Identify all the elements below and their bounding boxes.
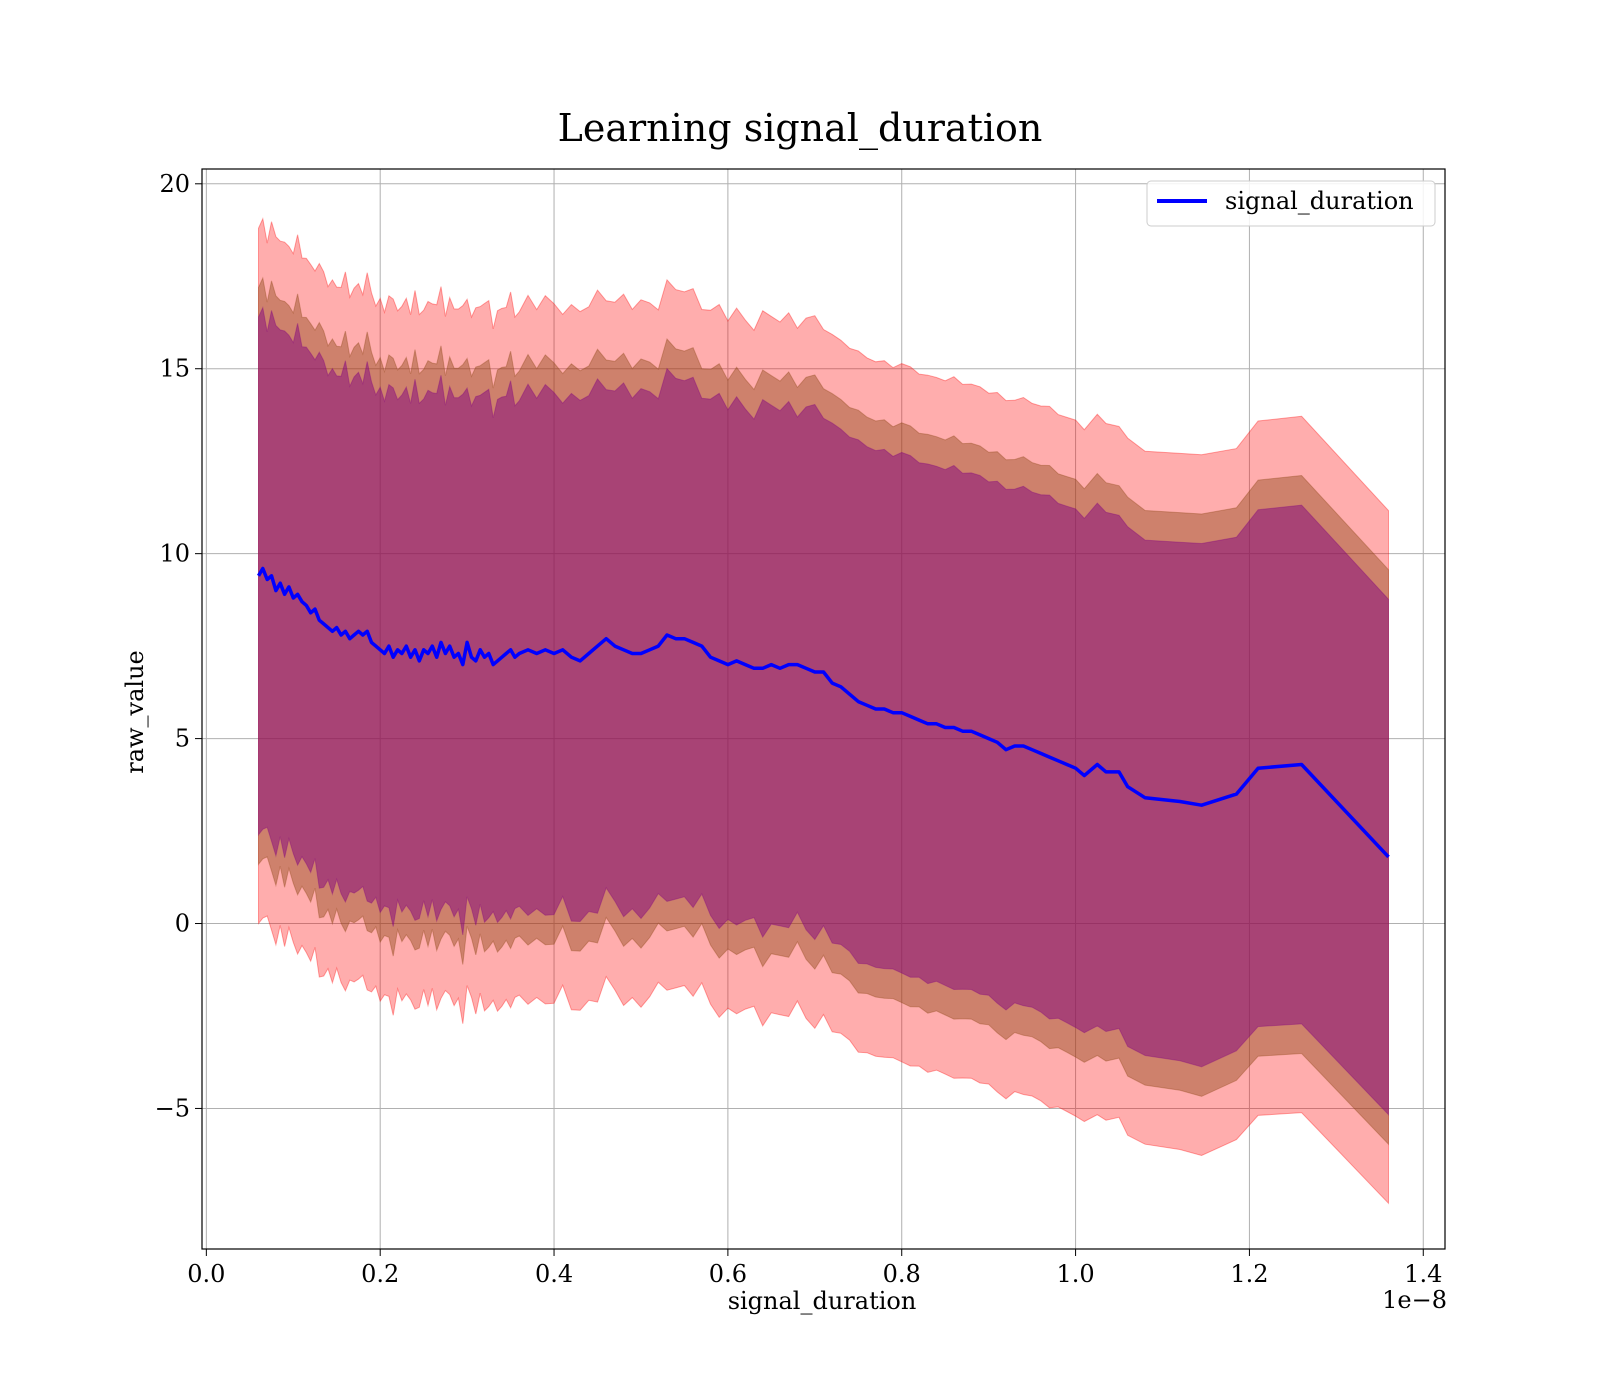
- grid: [202, 169, 1445, 1249]
- x-axis-offset-label: 1e−8: [1382, 1286, 1447, 1314]
- x-tick-label: 0.4: [535, 1260, 573, 1288]
- plot-frame: [201, 168, 1446, 1250]
- y-tick-label: 20: [159, 170, 190, 198]
- band-outer: [258, 217, 1389, 1205]
- legend-entry: signal_duration: [1225, 187, 1414, 215]
- band-inner: [258, 305, 1389, 1116]
- y-tick-label: 0: [175, 910, 190, 938]
- x-axis-label: signal_duration: [728, 1287, 917, 1315]
- band-middle: [258, 276, 1389, 1146]
- bands: [258, 217, 1389, 1205]
- series-line-signal-duration: [256, 566, 1390, 859]
- series: [256, 566, 1390, 859]
- legend: signal_duration: [1146, 180, 1436, 227]
- x-tick-label: 0.2: [361, 1260, 399, 1288]
- x-axis: 0.0 0.2 0.4 0.6 0.8 1.0 1.2 1.4: [187, 1249, 1442, 1288]
- x-tick-label: 0.6: [709, 1260, 747, 1288]
- x-tick-label: 1.2: [1230, 1260, 1268, 1288]
- y-tick-label: 10: [159, 540, 190, 568]
- x-tick-label: 1.4: [1404, 1260, 1442, 1288]
- x-tick-label: 0.8: [883, 1260, 921, 1288]
- legend-box: [1146, 180, 1436, 227]
- y-axis: −5 0 5 10 15 20: [155, 170, 202, 1122]
- x-tick-label: 1.0: [1056, 1260, 1094, 1288]
- y-axis-label: raw_value: [121, 650, 149, 774]
- y-tick-label: 5: [175, 725, 190, 753]
- y-tick-label: −5: [155, 1094, 190, 1122]
- chart-title: Learning signal_duration: [558, 106, 1043, 151]
- y-tick-label: 15: [159, 355, 190, 383]
- x-tick-label: 0.0: [187, 1260, 225, 1288]
